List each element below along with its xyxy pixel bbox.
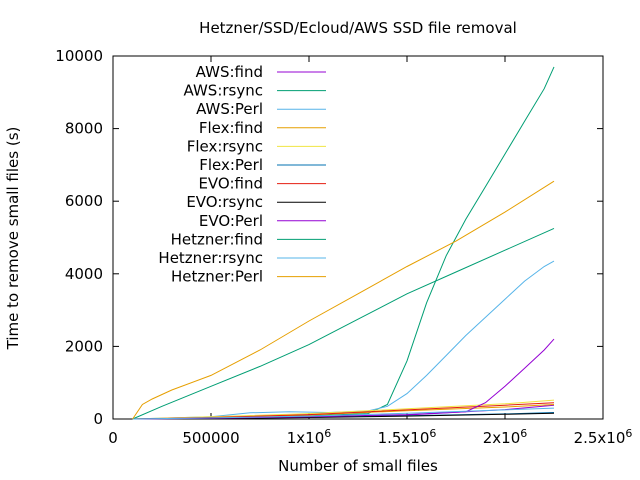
y-tick-label: 4000	[65, 265, 103, 283]
legend-label: Hetzner:find	[171, 230, 263, 248]
legend-label: EVO:find	[198, 175, 263, 193]
series-line-hetzner-perl	[132, 180, 555, 420]
x-tick-label-exponent: 6	[625, 427, 632, 440]
y-tick-label: 2000	[65, 337, 103, 355]
plot-border	[112, 55, 604, 420]
y-tick-label: 6000	[65, 192, 103, 210]
legend-label: Hetzner:Perl	[171, 268, 263, 286]
series-line-flex-rsync	[132, 399, 555, 420]
x-tick-label: 0	[108, 429, 118, 447]
x-tick-label: 1.5x106	[378, 427, 437, 447]
y-axis-label: Time to remove small files (s)	[4, 127, 22, 351]
legend-label: EVO:rsync	[186, 193, 263, 211]
x-tick-label-base: 500000	[182, 429, 239, 447]
series-line-hetzner-find	[132, 227, 555, 420]
legend: AWS:findAWS:rsyncAWS:PerlFlex:findFlex:r…	[158, 63, 326, 286]
series-line-hetzner-rsync	[132, 407, 555, 420]
x-tick-label-exponent: 6	[520, 427, 527, 440]
x-axis-label: Number of small files	[278, 457, 438, 475]
x-tick-label-exponent: 6	[429, 427, 436, 440]
x-tick-label-exponent: 6	[324, 427, 331, 440]
x-tick-label-base: 1.5x10	[378, 429, 430, 447]
legend-label: AWS:find	[196, 63, 263, 81]
legend-label: AWS:rsync	[184, 82, 263, 100]
legend-label: Flex:rsync	[187, 137, 263, 155]
legend-label: Flex:Perl	[199, 156, 263, 174]
x-tick-label-base: 2x10	[483, 429, 521, 447]
x-tick-label: 2.5x106	[574, 427, 633, 447]
x-tick-label: 1x106	[287, 427, 332, 447]
legend-label: AWS:Perl	[196, 100, 263, 118]
x-tick-label-base: 1x10	[287, 429, 325, 447]
x-tick-label-base: 2.5x10	[574, 429, 626, 447]
y-tick-label: 8000	[65, 120, 103, 138]
series-line-evo-perl	[132, 338, 555, 420]
x-tick-label: 500000	[182, 429, 239, 447]
legend-label: Flex:find	[199, 119, 263, 137]
legend-label: Hetzner:rsync	[158, 249, 263, 267]
x-tick-label-base: 0	[108, 429, 118, 447]
y-tick-label: 10000	[55, 47, 103, 65]
chart-title: Hetzner/SSD/Ecloud/AWS SSD file removal	[199, 19, 517, 37]
y-tick-label: 0	[93, 410, 103, 428]
x-tick-label: 2x106	[483, 427, 528, 447]
series-line-aws-perl	[132, 260, 555, 420]
legend-label: EVO:Perl	[199, 212, 263, 230]
